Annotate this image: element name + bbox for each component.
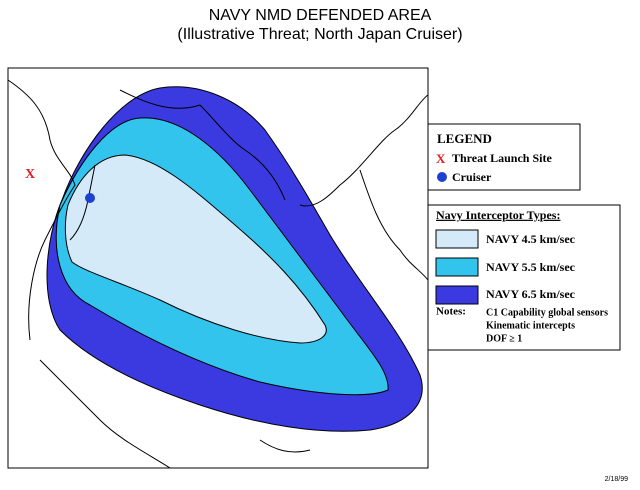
note: DOF ≥ 1 [486,333,522,344]
note: Kinematic intercepts [486,320,575,331]
date: 2/18/99 [605,476,628,483]
notes-label: Notes: [436,306,466,318]
legend-label: Cruiser [452,170,492,184]
swatch [435,257,479,277]
legend-cruiser-dot [437,172,447,182]
legend-box [427,123,581,191]
legend-marker: X [436,151,446,166]
launch-marker: X [25,167,35,182]
legend: LEGEND X Threat Launch Site Cruiser [427,123,581,191]
cruiser-marker [85,193,95,203]
interceptor-label: NAVY 6.5 km/sec [486,287,576,301]
interceptor-label: NAVY 4.5 km/sec [486,232,576,246]
interceptor-label: NAVY 5.5 km/sec [486,260,576,274]
note: C1 Capability global sensors [486,307,608,318]
swatch [435,285,479,305]
legend-title: LEGEND [437,131,492,146]
map: X [7,67,429,469]
legend-label: Threat Launch Site [452,151,552,165]
title: NAVY NMD DEFENDED AREA [209,7,432,24]
subtitle: (Illustrative Threat; North Japan Cruise… [177,26,462,43]
interceptor-legend: Navy Interceptor Types: NAVY 4.5 km/sec … [427,204,621,351]
interceptor-title: Navy Interceptor Types: [436,208,560,222]
swatch [435,229,479,249]
interceptor-box [427,204,621,351]
region-4-5 [64,154,327,344]
